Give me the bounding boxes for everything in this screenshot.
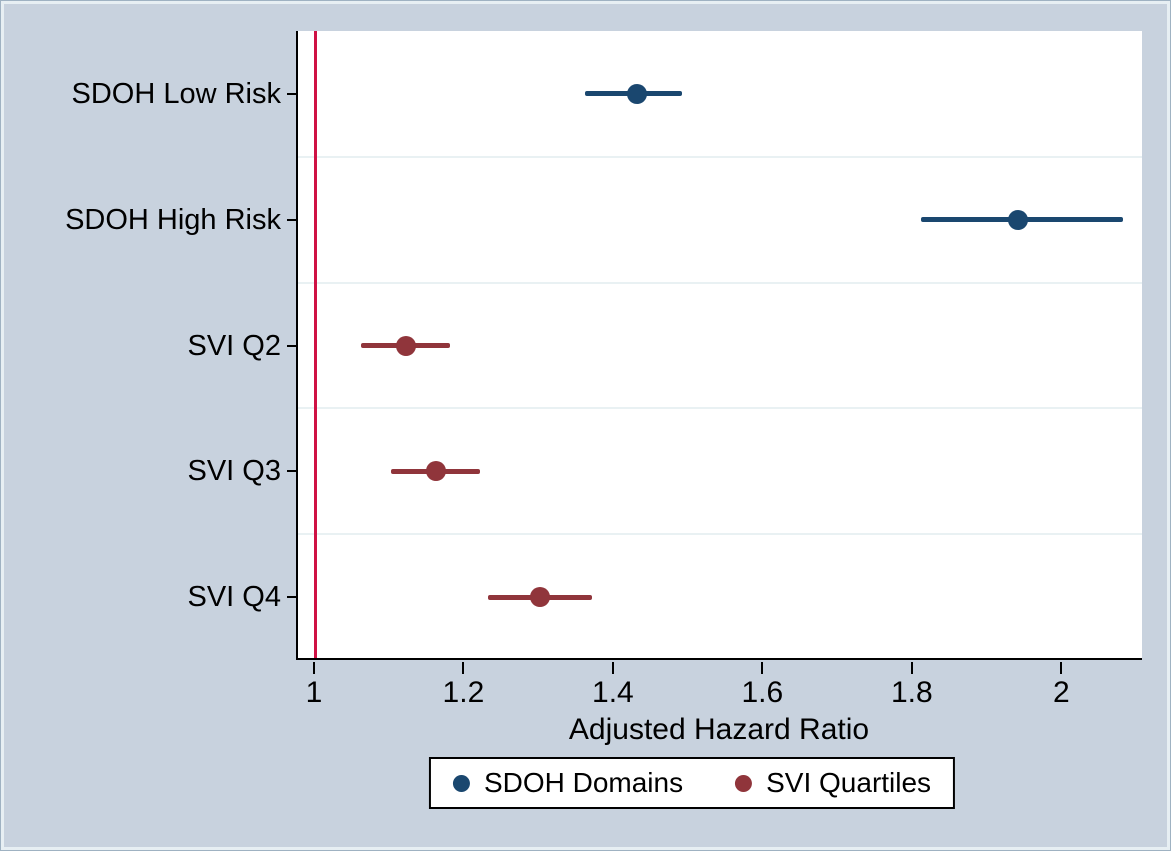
- x-axis-tick: [1060, 662, 1063, 674]
- point-marker-sdoh-low-risk: [627, 83, 648, 104]
- x-axis-tick: [910, 662, 913, 674]
- y-category-label: SDOH Low Risk: [71, 77, 282, 110]
- legend-label: SVI Quartiles: [766, 767, 932, 798]
- legend-label: SDOH Domains: [483, 767, 684, 798]
- point-marker-svi-q3: [425, 461, 446, 482]
- legend-item-svi-quartiles: SVI Quartiles: [735, 767, 931, 799]
- x-tick-label: 1: [305, 676, 323, 709]
- y-axis-tick: [287, 470, 296, 473]
- point-marker-sdoh-high-risk: [1008, 209, 1029, 230]
- x-tick-label: 1.6: [741, 676, 784, 709]
- y-category-label: SVI Q2: [187, 329, 282, 362]
- legend-item-sdoh-domains: SDOH Domains: [452, 767, 684, 799]
- point-marker-svi-q2: [395, 335, 416, 356]
- x-axis-tick: [312, 662, 315, 674]
- gridline: [298, 533, 1142, 536]
- y-axis-tick: [287, 596, 296, 599]
- point-marker-svi-q4: [530, 587, 551, 608]
- legend-box: SDOH Domains SVI Quartiles: [428, 757, 956, 809]
- reference-line-hr-1: [314, 31, 318, 658]
- y-category-label: SDOH High Risk: [65, 203, 281, 236]
- legend-dot-icon: [735, 774, 753, 792]
- y-axis-tick: [287, 218, 296, 221]
- plot-area: [296, 31, 1142, 660]
- x-axis-tick: [761, 662, 764, 674]
- gridline: [298, 407, 1142, 410]
- y-axis-tick: [287, 92, 296, 95]
- x-tick-label: 1.8: [890, 676, 933, 709]
- x-tick-label: 1.4: [592, 676, 634, 709]
- gridline: [298, 281, 1142, 284]
- x-axis-tick: [611, 662, 614, 674]
- y-category-label: SVI Q4: [187, 581, 282, 614]
- gridline: [298, 155, 1142, 158]
- x-tick-label: 1.2: [442, 676, 485, 709]
- x-tick-label: 2: [1052, 676, 1070, 709]
- legend-dot-icon: [452, 774, 470, 792]
- y-axis-tick: [287, 344, 296, 347]
- x-axis-tick: [462, 662, 465, 674]
- x-axis-title: Adjusted Hazard Ratio: [568, 713, 870, 746]
- y-category-label: SVI Q3: [187, 455, 282, 488]
